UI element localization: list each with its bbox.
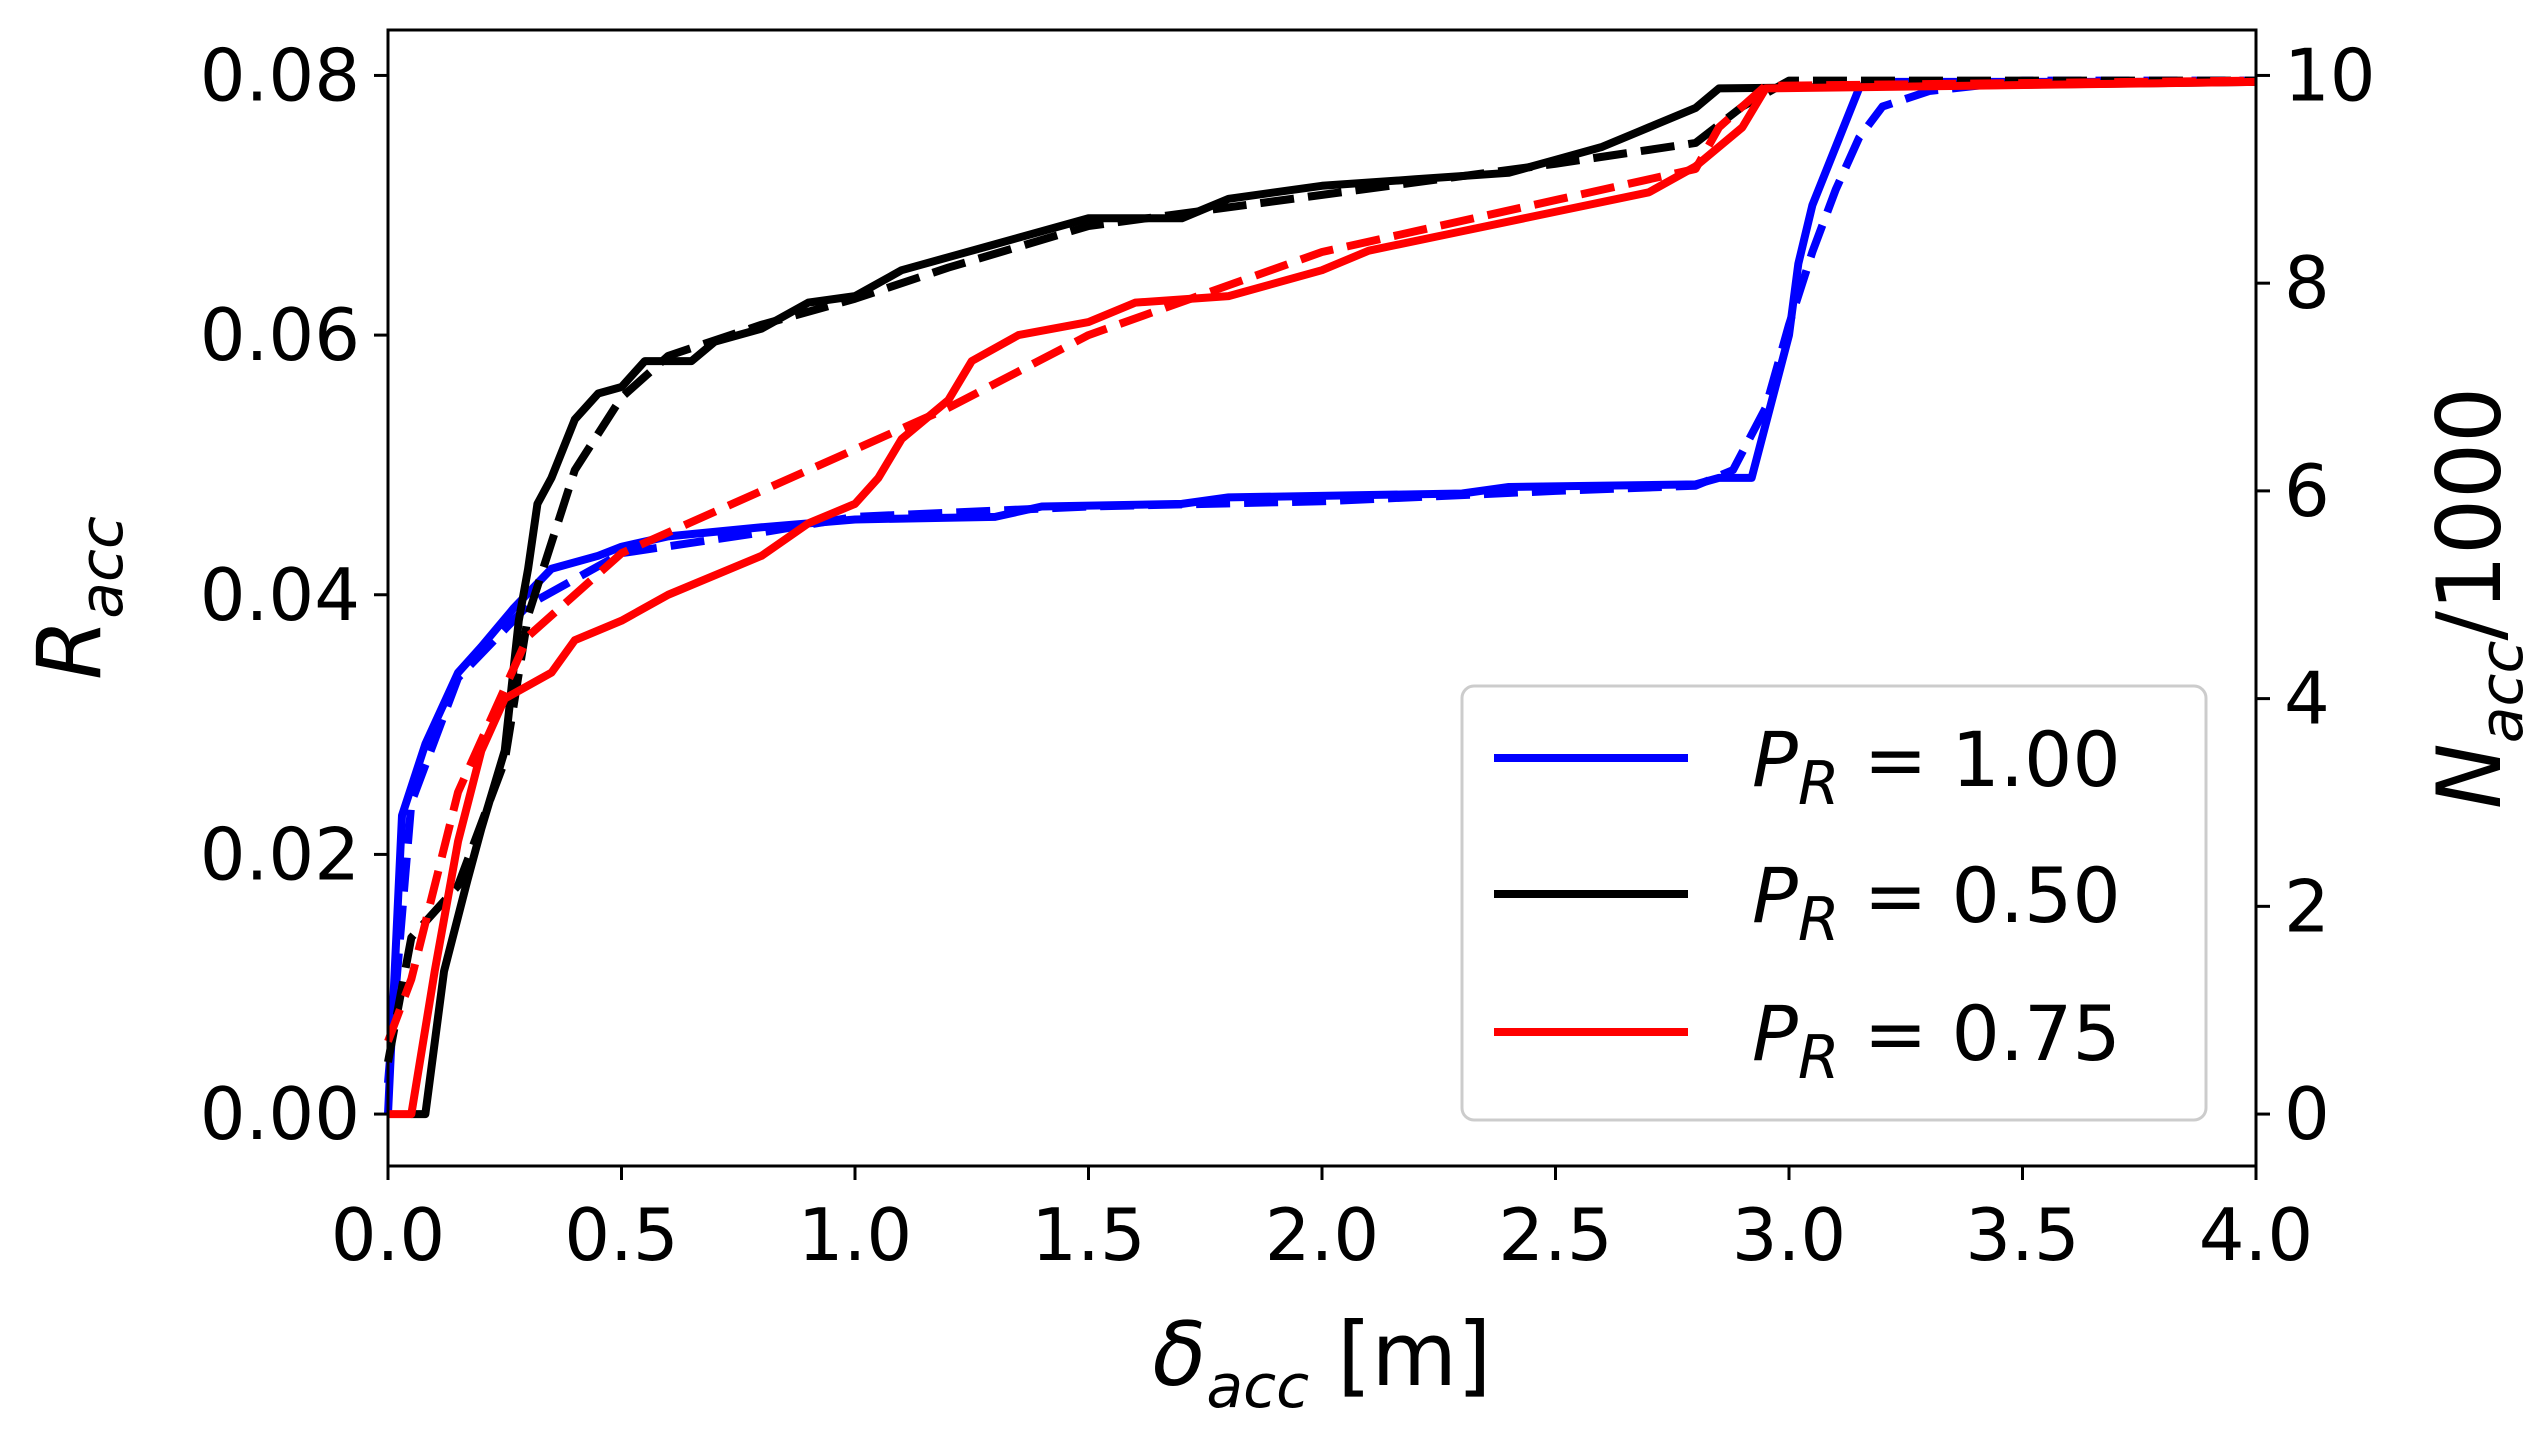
legend-item-pr-050: PR = 0.50 (1494, 851, 2121, 955)
x-tick-label-0: 0.0 (331, 1193, 446, 1277)
x-tick-label-8: 4.0 (2199, 1193, 2314, 1277)
legend-label-pr-050: PR = 0.50 (1752, 851, 2121, 955)
legend-box (1460, 684, 2208, 1122)
series-layer (384, 76, 2257, 1119)
y-right-tick-label-5: 10 (2284, 33, 2376, 117)
y-right-tick-label-2: 4 (2284, 657, 2330, 741)
y-left-tick-label-0: 0.00 (200, 1072, 360, 1156)
y-left-tick-label-3: 0.06 (200, 293, 360, 377)
y-axis-right-title: Nacc/1000 (2418, 387, 2537, 809)
y-left-tick-label-4: 0.08 (200, 33, 360, 117)
x-tick-label-3: 1.5 (1031, 1193, 1146, 1277)
plot-frame (386, 28, 2258, 1168)
series-solid-pr-100 (384, 77, 2256, 1115)
series-solid-pr-075 (388, 77, 2257, 1119)
series-dashed-pr-075 (384, 76, 2257, 1043)
x-tick-label-2: 1.0 (798, 1193, 913, 1277)
y-right-tick-label-1: 2 (2284, 864, 2330, 948)
x-tick-label-1: 0.5 (564, 1193, 679, 1277)
x-tick-label-6: 3.0 (1732, 1193, 1847, 1277)
x-axis-title: δacc [m] (1153, 1303, 1492, 1422)
legend-label-pr-100: PR = 1.00 (1752, 715, 2121, 819)
y-axis-right: 0 2 4 6 8 10 (2256, 33, 2376, 1156)
legend-item-pr-100: PR = 1.00 (1494, 715, 2121, 819)
x-tick-label-7: 3.5 (1965, 1193, 2080, 1277)
y-right-tick-label-3: 6 (2284, 449, 2330, 533)
y-axis-left: 0.00 0.02 0.04 0.06 0.08 (200, 33, 388, 1156)
y-left-tick-label-1: 0.02 (200, 812, 360, 896)
y-axis-left-title: Racc (18, 516, 137, 680)
x-tick-label-5: 2.5 (1498, 1193, 1613, 1277)
x-tick-label-4: 2.0 (1265, 1193, 1380, 1277)
y-left-tick-label-2: 0.04 (200, 553, 360, 637)
y-right-tick-label-0: 0 (2284, 1072, 2330, 1156)
x-axis: 0.0 0.5 1.0 1.5 2.0 2.5 3.0 3.5 4.0 (331, 1166, 2314, 1277)
legend-item-pr-075: PR = 0.75 (1494, 989, 2121, 1093)
legend-label-pr-075: PR = 0.75 (1752, 989, 2121, 1093)
legend: PR = 1.00 PR = 0.50 PR = 0.75 (1460, 684, 2208, 1122)
y-right-tick-label-4: 8 (2284, 241, 2330, 325)
